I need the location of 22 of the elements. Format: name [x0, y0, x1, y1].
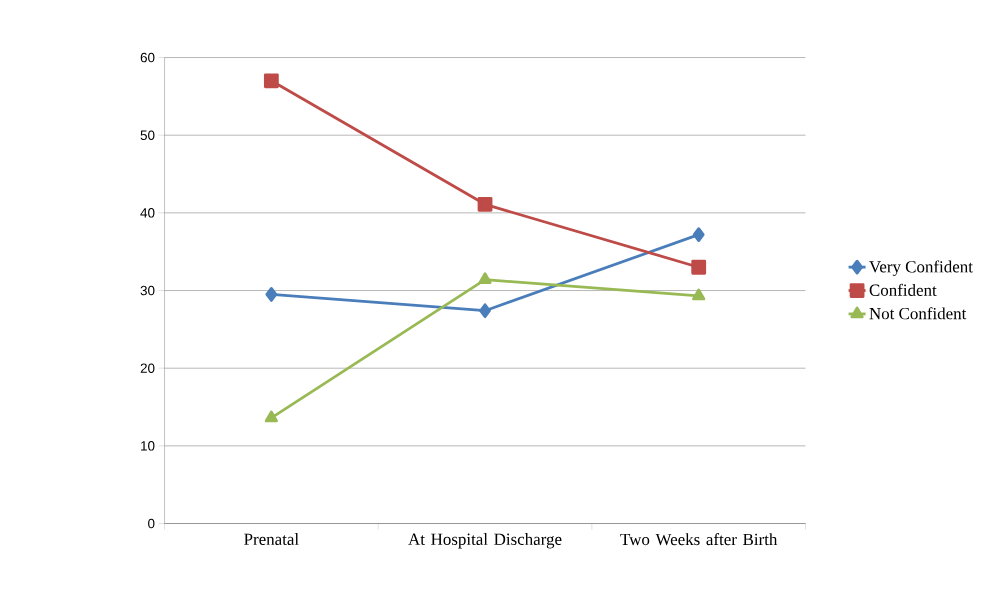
point	[477, 196, 493, 212]
y-tick-label: 30	[140, 285, 155, 296]
y-tick-label: 50	[140, 130, 155, 140]
point	[692, 288, 706, 301]
y-tick-label: 0	[148, 518, 155, 529]
point	[479, 303, 491, 319]
legend-label: Confident	[869, 283, 937, 296]
y-tick-label: 20	[140, 363, 155, 373]
point	[478, 272, 492, 285]
point	[691, 259, 707, 275]
y-tick-label: 40	[140, 208, 155, 218]
x-tick-label: At Hospital Discharge	[408, 533, 562, 549]
y-tick-label: 60	[140, 52, 155, 63]
legend-label: Very Confident	[869, 260, 973, 276]
x-tick-label: Two Weeks after Birth	[620, 533, 778, 546]
point	[265, 287, 278, 302]
y-tick-label: 10	[141, 441, 155, 451]
point	[263, 73, 279, 89]
x-tick-label: Prenatal	[244, 533, 299, 545]
point	[264, 410, 278, 423]
point	[692, 227, 705, 243]
legend-label: Not Confident	[869, 307, 967, 320]
